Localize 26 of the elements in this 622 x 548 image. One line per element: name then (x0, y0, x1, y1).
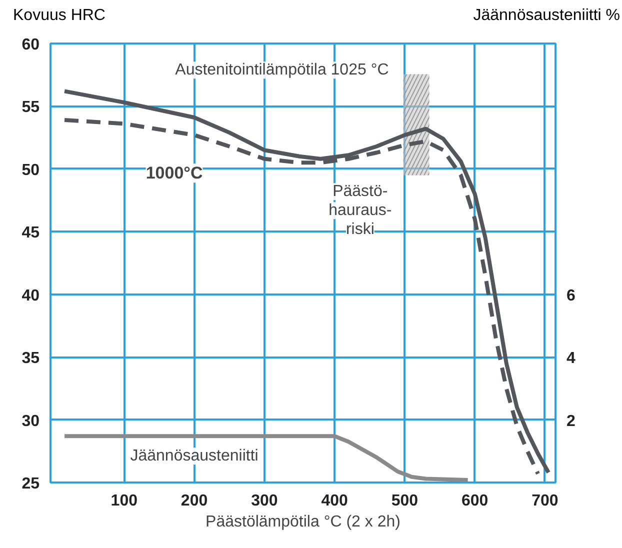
y-tick-label: 30 (22, 412, 40, 430)
x-tick-label: 600 (461, 492, 488, 510)
x-tick-label: 100 (110, 492, 138, 510)
y-tick-label: 50 (22, 162, 40, 179)
y2-tick-label: 4 (566, 350, 576, 367)
band-label: Päästö- hauraus- riski (328, 182, 392, 238)
x-axis-title: Päästölämpötila °C (2 x 2h) (206, 513, 400, 530)
x-tick-label: 500 (391, 492, 418, 510)
x-tick-label: 200 (180, 492, 208, 510)
x-tick-label: 300 (251, 492, 278, 510)
line-series (62, 434, 470, 482)
y-axis-title: Kovuus HRC (13, 6, 106, 26)
x-tick-label: 700 (532, 492, 558, 510)
y-tick-label: 55 (22, 99, 40, 116)
series-label: 1000°C (146, 163, 203, 182)
y-tick-label: 45 (22, 224, 40, 242)
y-tick-label: 60 (22, 36, 40, 54)
y-tick-label: 25 (22, 475, 40, 492)
y-tick-label: 40 (22, 287, 40, 304)
y2-tick-label: 6 (566, 287, 576, 304)
y2-tick-label: 2 (566, 412, 576, 430)
annotation: Austenitointilämpötila 1025 °C (175, 61, 389, 78)
y-tick-label: 35 (22, 350, 40, 367)
y2-axis-title: Jäännösausteniitti % (473, 6, 620, 26)
x-tick-label: 400 (321, 492, 348, 510)
series-label: Jäännösausteniitti (130, 447, 258, 464)
